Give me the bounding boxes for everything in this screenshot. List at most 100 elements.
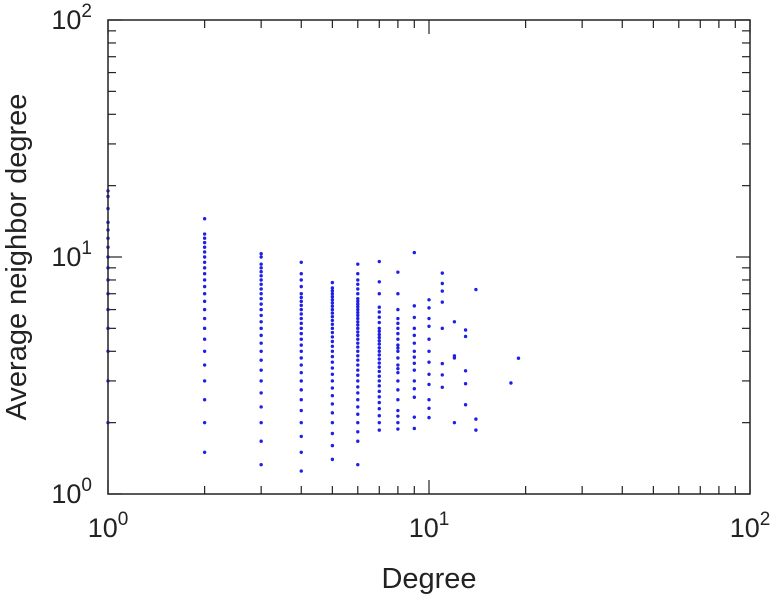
data-point: [427, 372, 431, 376]
y-axis-label: Average neighbor degree: [1, 94, 33, 421]
data-point: [356, 405, 360, 409]
data-point: [202, 397, 207, 402]
data-point: [259, 313, 263, 318]
data-point: [412, 387, 417, 391]
data-point: [396, 427, 400, 431]
data-point: [202, 307, 207, 312]
data-point: [202, 292, 207, 296]
y-tick-label: 100: [51, 475, 92, 509]
data-point: [356, 323, 360, 327]
data-point: [427, 306, 431, 310]
data-point: [396, 356, 400, 360]
data-point: [377, 420, 381, 425]
data-point: [377, 413, 381, 418]
data-point: [330, 393, 335, 398]
data-point: [396, 307, 400, 312]
data-point: [259, 251, 263, 256]
data-point: [356, 363, 360, 367]
data-point: [202, 278, 207, 282]
data-point: [330, 292, 335, 296]
data-point: [259, 282, 263, 287]
data-point: [440, 289, 444, 293]
data-point: [356, 307, 360, 312]
data-point: [452, 420, 457, 425]
data-point: [259, 368, 263, 372]
data-point: [259, 405, 263, 409]
data-point: [202, 250, 207, 254]
data-point: [202, 217, 207, 221]
data-point: [412, 426, 417, 431]
data-point: [259, 326, 263, 331]
data-point: [412, 315, 417, 320]
data-point: [299, 307, 303, 312]
data-point: [356, 296, 360, 301]
data-point: [356, 320, 360, 324]
data-point: [377, 361, 381, 365]
data-point: [330, 330, 335, 335]
data-point: [259, 302, 263, 306]
data-point: [259, 439, 263, 443]
data-point: [474, 428, 478, 432]
data-point: [202, 284, 207, 289]
data-point: [299, 379, 303, 383]
data-point: [396, 379, 400, 383]
data-point: [259, 420, 263, 425]
data-point: [463, 382, 468, 386]
data-point: [396, 337, 400, 341]
data-point: [452, 320, 457, 324]
data-point: [259, 320, 263, 324]
data-point: [202, 232, 207, 236]
data-point: [377, 349, 381, 354]
data-point: [427, 406, 431, 410]
data-point: [299, 295, 303, 300]
data-point: [463, 334, 468, 339]
data-point: [299, 450, 303, 454]
data-point: [299, 272, 303, 276]
data-point: [396, 420, 400, 425]
data-point: [463, 403, 468, 407]
data-point: [299, 397, 303, 402]
data-point: [356, 272, 360, 276]
data-point: [452, 354, 457, 358]
data-point: [330, 349, 335, 354]
data-point: [356, 333, 360, 338]
data-point: [330, 289, 335, 293]
data-point: [259, 333, 263, 338]
data-point: [330, 280, 335, 285]
data-point: [202, 363, 207, 367]
data-point: [356, 326, 360, 331]
data-point: [377, 332, 381, 337]
data-point: [356, 337, 360, 341]
data-point: [412, 361, 417, 366]
data-point: [330, 402, 335, 406]
data-point: [377, 407, 381, 411]
data-point: [330, 443, 335, 448]
data-point: [299, 434, 303, 439]
data-point: [412, 333, 417, 338]
data-point: [330, 386, 335, 390]
data-point: [259, 391, 263, 395]
data-point: [440, 281, 444, 286]
data-point: [377, 365, 381, 369]
data-point: [412, 250, 417, 255]
data-point: [356, 313, 360, 318]
plot-frame: [107, 19, 751, 495]
data-point: [396, 331, 400, 336]
data-point: [299, 363, 303, 367]
data-point: [377, 305, 381, 309]
data-point: [299, 260, 303, 264]
data-point: [356, 368, 360, 372]
x-tick-label: 101: [409, 509, 450, 543]
data-point: [330, 311, 335, 315]
data-point: [259, 341, 263, 345]
data-point: [356, 462, 360, 467]
data-point: [202, 255, 207, 259]
data-points: [106, 189, 521, 473]
data-point: [202, 379, 207, 383]
data-point: [377, 326, 381, 331]
data-point: [377, 389, 381, 394]
data-point: [356, 397, 360, 402]
data-point: [427, 324, 431, 329]
data-point: [356, 430, 360, 434]
